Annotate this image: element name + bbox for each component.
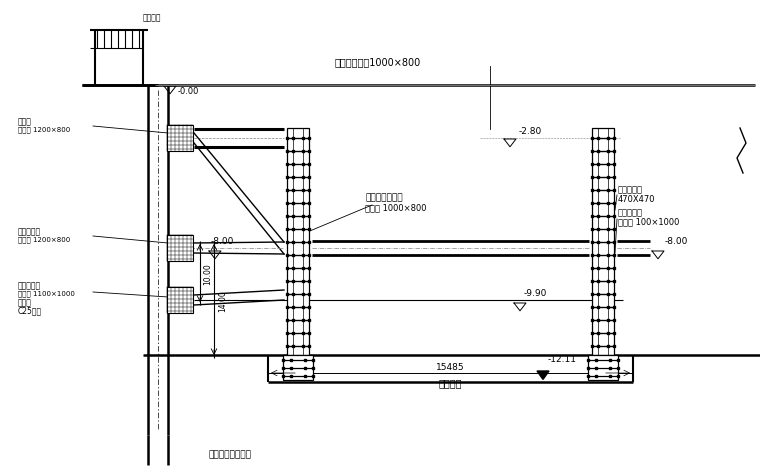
Text: 钉节砖 1000×800: 钉节砖 1000×800 bbox=[365, 204, 426, 212]
Text: 基础承台: 基础承台 bbox=[439, 378, 462, 388]
Text: 钉节砖 100×1000: 钉节砖 100×1000 bbox=[618, 218, 679, 227]
Text: 传力带: 传力带 bbox=[18, 298, 32, 308]
Text: 钉节砖 1100×1000: 钉节砖 1100×1000 bbox=[18, 291, 75, 297]
Bar bbox=[287, 128, 309, 355]
Bar bbox=[592, 128, 614, 355]
Text: 第二道圈梁: 第二道圈梁 bbox=[18, 227, 41, 236]
Polygon shape bbox=[537, 371, 549, 379]
Text: 工地围墙: 工地围墙 bbox=[143, 13, 161, 22]
Text: 钉节砖 1200×800: 钉节砖 1200×800 bbox=[18, 127, 70, 133]
Text: 钉节砖 1200×800: 钉节砖 1200×800 bbox=[18, 237, 70, 243]
Text: -8.00: -8.00 bbox=[211, 236, 233, 245]
Bar bbox=[588, 355, 618, 380]
Text: -9.90: -9.90 bbox=[524, 288, 546, 297]
Bar bbox=[167, 235, 193, 261]
Text: 第二道支撑: 第二道支撑 bbox=[618, 209, 643, 218]
Text: 钒格构立柱: 钒格构立柱 bbox=[618, 186, 643, 195]
Text: -0.00: -0.00 bbox=[178, 88, 199, 97]
Text: 15485: 15485 bbox=[435, 363, 464, 372]
Text: 470X470: 470X470 bbox=[618, 195, 655, 204]
Text: 第三道圈梁: 第三道圈梁 bbox=[18, 281, 41, 290]
Text: 第一道砖支撑1000×800: 第一道砖支撑1000×800 bbox=[335, 57, 421, 67]
Bar bbox=[283, 355, 313, 380]
Text: 顶圈梁: 顶圈梁 bbox=[18, 118, 32, 127]
Text: -8.00: -8.00 bbox=[665, 236, 689, 245]
Text: 10.00: 10.00 bbox=[203, 263, 212, 285]
Text: 14.00: 14.00 bbox=[218, 290, 227, 312]
Text: C25素砖: C25素砖 bbox=[18, 307, 42, 316]
Bar bbox=[167, 125, 193, 151]
Text: -2.80: -2.80 bbox=[518, 127, 542, 136]
Bar bbox=[167, 287, 193, 313]
Text: -12.11: -12.11 bbox=[548, 356, 577, 364]
Text: 第二、三道支撑: 第二、三道支撑 bbox=[365, 194, 403, 203]
Text: 水泥土搨拌桦加固: 水泥土搨拌桦加固 bbox=[208, 451, 252, 460]
